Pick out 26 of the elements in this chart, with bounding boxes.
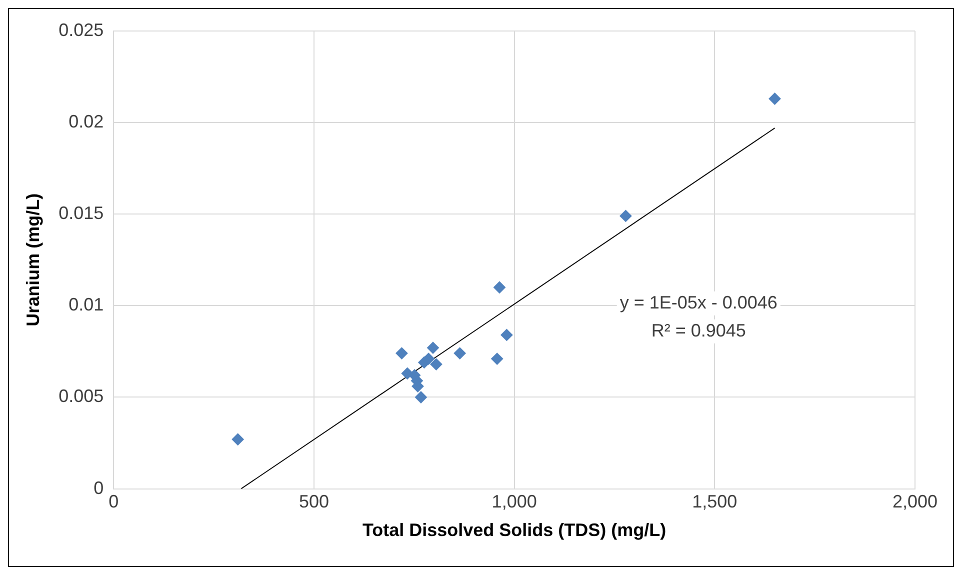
y-tick-label: 0.01 <box>68 294 104 315</box>
point <box>454 347 466 360</box>
point <box>232 433 244 446</box>
x-tick-label: 2,000 <box>892 492 938 512</box>
x-tick-label: 500 <box>298 492 330 512</box>
x-tick-label: 1,000 <box>492 492 537 512</box>
y-tick-label: 0.005 <box>58 386 104 406</box>
y-tick-label: 0 <box>94 478 104 498</box>
point <box>768 92 781 105</box>
point <box>493 281 506 294</box>
y-tick-label: 0.015 <box>58 203 104 224</box>
point <box>426 342 439 354</box>
point <box>500 328 513 341</box>
annotation: y = 1E-05x - 0.0046 <box>620 292 778 312</box>
y-tick-label: 0.02 <box>68 112 104 132</box>
point <box>491 352 504 365</box>
y-tick-label: 0.025 <box>58 20 104 40</box>
point <box>396 347 408 360</box>
y-axis-title: Uranium (mg/L) <box>22 193 43 326</box>
point <box>414 391 427 404</box>
x-tick-label: 1,500 <box>692 492 738 512</box>
x-axis-title: Total Dissolved Solids (TDS) (mg/L) <box>362 520 666 540</box>
x-tick-label: 0 <box>108 492 119 512</box>
annotation: R² = 0.9045 <box>651 320 746 340</box>
point <box>620 210 632 222</box>
point <box>430 358 442 370</box>
